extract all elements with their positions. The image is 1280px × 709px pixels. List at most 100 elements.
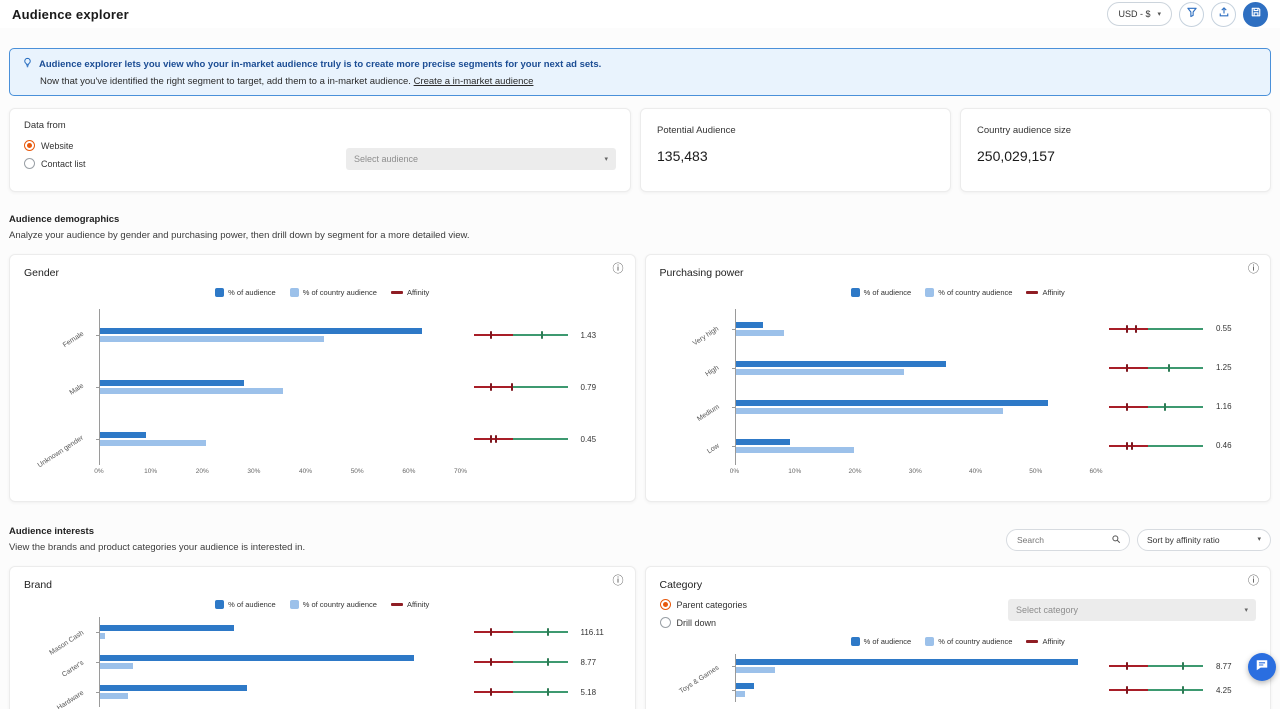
legend-audience: % of audience xyxy=(850,637,911,646)
gauge-below-one-segment xyxy=(1109,366,1149,369)
info-icon[interactable]: ⓘ xyxy=(612,263,624,275)
affinity-gauge-row xyxy=(1109,348,1203,387)
chevron-down-icon: ▾ xyxy=(1244,606,1248,614)
data-from-card: Data from Website Contact list Select au… xyxy=(9,108,631,192)
gauge-value-marker xyxy=(546,628,549,636)
gauge-baseline-marker xyxy=(490,688,493,696)
x-axis-tick-label: 10% xyxy=(788,468,802,475)
page-title: Audience explorer xyxy=(12,6,129,22)
gender-chart-card: Gender ⓘ % of audience % of country audi… xyxy=(9,254,636,502)
bar-group xyxy=(96,361,461,413)
country-audience-bar xyxy=(735,691,745,697)
filter-button[interactable] xyxy=(1179,1,1204,27)
affinity-gauge xyxy=(1109,402,1203,412)
sort-dropdown[interactable]: Sort by affinity ratio ▾ xyxy=(1137,528,1271,551)
brand-chart-card: Brand ⓘ % of audience % of country audie… xyxy=(9,566,636,709)
audience-swatch xyxy=(215,600,225,609)
info-icon[interactable]: ⓘ xyxy=(1248,575,1259,587)
x-axis-tick-label: 20% xyxy=(848,468,862,475)
gauge-below-one-segment xyxy=(1109,405,1149,408)
gauge-baseline-marker xyxy=(1125,402,1128,411)
info-icon[interactable]: ⓘ xyxy=(612,575,624,587)
category-label: High xyxy=(704,364,721,378)
chevron-down-icon: ▾ xyxy=(1157,10,1161,18)
country-swatch xyxy=(289,288,299,297)
country-audience-card: Country audience size 250,029,157 xyxy=(960,108,1271,192)
banner-headline-text: Audience explorer lets you view who your… xyxy=(39,58,602,70)
affinity-value: 0.46 xyxy=(1216,441,1232,450)
gauge-above-one-segment xyxy=(512,386,568,388)
chart-title: Gender xyxy=(24,267,60,279)
category-label: Low xyxy=(705,442,721,456)
gauge-baseline-marker xyxy=(490,383,493,391)
select-category-dropdown[interactable]: Select category ▾ xyxy=(1008,599,1256,621)
demographics-subheading: Analyze your audience by gender and purc… xyxy=(9,230,470,241)
chart-title: Brand xyxy=(24,579,53,591)
category-label xyxy=(660,678,722,702)
filter-icon xyxy=(1186,5,1198,23)
data-from-label: Data from xyxy=(24,120,66,131)
gauge-baseline-marker xyxy=(1125,363,1128,372)
legend-audience: % of audience xyxy=(215,600,276,609)
bar-group xyxy=(96,647,461,677)
x-axis-tick-label: 60% xyxy=(402,468,416,475)
affinity-gauge xyxy=(473,627,568,637)
legend-affinity: Affinity xyxy=(390,288,429,297)
banner-subtext: Now that you've identified the right seg… xyxy=(40,76,534,87)
legend-country: % of country audience xyxy=(925,637,1012,646)
radio-contact-list[interactable]: Contact list xyxy=(24,158,86,169)
gauge-baseline-marker xyxy=(490,435,493,443)
chat-fab-button[interactable] xyxy=(1248,653,1276,681)
save-button[interactable] xyxy=(1243,1,1268,27)
legend-audience: % of audience xyxy=(215,288,276,297)
currency-label: USD - $ xyxy=(1118,9,1151,19)
bars xyxy=(735,399,1097,414)
country-audience-bar xyxy=(100,693,129,699)
country-audience-value: 250,029,157 xyxy=(977,148,1055,164)
affinity-swatch xyxy=(1026,640,1039,643)
radio-drill-down[interactable]: Drill down xyxy=(659,617,748,628)
chart-legend: % of audience % of country audience Affi… xyxy=(660,288,1257,297)
audience-swatch xyxy=(850,637,860,646)
currency-selector[interactable]: USD - $ ▾ xyxy=(1107,2,1172,26)
bars xyxy=(735,683,1097,697)
create-in-market-audience-link[interactable]: Create a in-market audience xyxy=(413,76,534,87)
audience-bar xyxy=(735,399,1048,406)
gauge-above-one-segment xyxy=(1148,689,1203,691)
x-axis-tick-label: 20% xyxy=(195,468,209,475)
brand-chart: Mason Cash Carter's Ace Hardware 116.11 8.7… xyxy=(24,617,621,709)
audience-bar xyxy=(735,438,790,445)
demographics-charts-row: Gender ⓘ % of audience % of country audi… xyxy=(9,254,1271,502)
bars xyxy=(735,321,1097,336)
affinity-value: 8.77 xyxy=(1216,661,1232,671)
category-controls: Parent categories Drill down Select cate… xyxy=(659,599,1256,628)
audience-bar xyxy=(100,380,245,386)
chart-legend: % of audience % of country audience Affi… xyxy=(24,600,621,609)
country-audience-bar xyxy=(100,633,106,639)
gauge-above-one-segment xyxy=(512,631,568,633)
select-audience-dropdown[interactable]: Select audience ▾ xyxy=(346,148,616,170)
country-audience-label: Country audience size xyxy=(977,125,1071,136)
gauge-below-one-segment xyxy=(473,438,513,440)
x-axis-tick-label: 0% xyxy=(729,468,740,475)
country-audience-bar xyxy=(735,407,1003,414)
export-button[interactable] xyxy=(1211,1,1236,27)
gauge-above-one-segment xyxy=(1148,366,1203,369)
affinity-gauge-row xyxy=(1109,309,1203,348)
info-icon[interactable]: ⓘ xyxy=(1248,263,1259,275)
legend-audience: % of audience xyxy=(850,288,911,297)
data-source-options: Data from Website Contact list xyxy=(24,120,86,169)
radio-unselected-icon xyxy=(24,158,35,169)
affinity-value: 1.43 xyxy=(580,330,597,340)
affinity-value: 4.25 xyxy=(1216,685,1232,695)
x-axis-tick-label: 40% xyxy=(299,468,313,475)
radio-parent-categories[interactable]: Parent categories xyxy=(659,599,747,610)
search-input[interactable] xyxy=(1017,534,1107,545)
affinity-gauge-row xyxy=(473,361,568,413)
gauge-baseline-marker xyxy=(1125,441,1128,450)
category-label: Very high xyxy=(692,325,721,347)
radio-website[interactable]: Website xyxy=(24,140,86,151)
gauge-value-marker xyxy=(546,688,549,696)
export-icon xyxy=(1218,5,1230,23)
country-audience-bar xyxy=(735,329,784,336)
